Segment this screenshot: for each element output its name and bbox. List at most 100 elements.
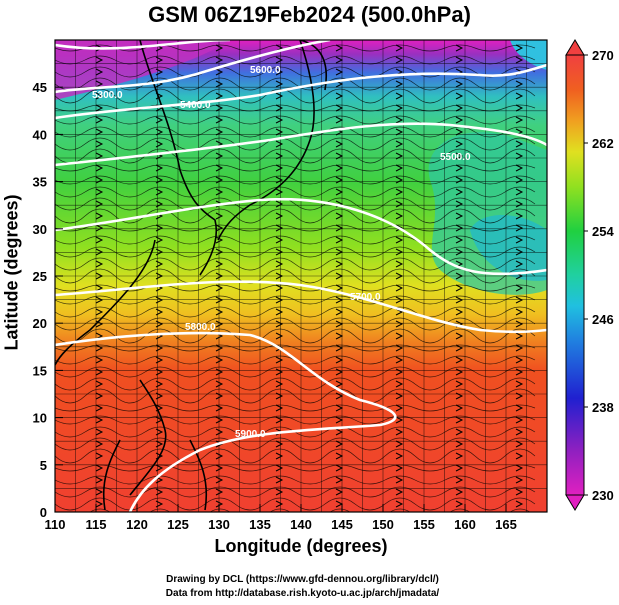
streamline — [55, 475, 536, 485]
contour-label: 5900.0 — [235, 429, 266, 440]
streamline-arrow — [155, 308, 164, 316]
streamline-arrow — [395, 344, 404, 352]
streamline-arrow — [515, 464, 524, 472]
streamline-arrow — [455, 164, 464, 172]
streamline-arrow — [395, 380, 404, 388]
streamline-arrow — [335, 140, 344, 148]
streamline-arrow — [95, 188, 104, 196]
streamline-arrow — [215, 164, 224, 172]
streamline-arrow — [335, 368, 344, 376]
y-tick-label: 10 — [33, 411, 47, 426]
streamline-arrow — [455, 44, 464, 52]
streamline-arrow — [395, 284, 404, 292]
streamline-arrow — [95, 440, 104, 448]
streamline-arrow — [275, 200, 284, 208]
streamline-arrow — [335, 224, 344, 232]
streamline-arrow — [155, 248, 164, 256]
x-tick-label: 165 — [495, 517, 517, 532]
streamline-arrow — [215, 176, 224, 184]
coast-borneo — [102, 439, 121, 511]
streamline-arrow — [395, 404, 404, 412]
contour-label: 5400.0 — [180, 100, 211, 111]
streamline-arrow — [95, 284, 104, 292]
streamline-arrow — [95, 452, 104, 460]
streamline-arrow — [455, 176, 464, 184]
streamline-arrow — [335, 344, 344, 352]
streamline-arrow — [335, 116, 344, 124]
colorbar-tick-label: 254 — [592, 224, 614, 239]
streamline — [55, 224, 536, 232]
streamline-arrow — [515, 332, 524, 340]
contour-labels: 5300.0 5400.0 5500.0 5600.0 5700.0 5800.… — [92, 65, 471, 440]
streamline-arrow — [155, 500, 164, 508]
streamline-arrow — [335, 308, 344, 316]
streamline-arrow — [455, 128, 464, 136]
streamline-arrow — [515, 428, 524, 436]
streamline-arrow — [275, 224, 284, 232]
streamline-arrow — [395, 296, 404, 304]
streamline-arrow — [515, 440, 524, 448]
streamline-arrow — [455, 380, 464, 388]
streamline-arrow — [155, 260, 164, 268]
streamline-arrow — [215, 404, 224, 412]
credit-data: Data from http://database.rish.kyoto-u.a… — [165, 588, 440, 599]
streamline-arrow — [455, 500, 464, 508]
streamline-arrow — [515, 452, 524, 460]
streamline-arrow — [455, 452, 464, 460]
x-tick-label: 115 — [86, 517, 107, 532]
colorbar-tick-label: 230 — [592, 488, 614, 503]
streamline-arrow — [515, 404, 524, 412]
streamline-arrow — [95, 488, 104, 496]
streamline — [55, 88, 536, 104]
streamline-arrow — [275, 284, 284, 292]
streamline-arrow — [215, 260, 224, 268]
streamline-arrow — [395, 272, 404, 280]
streamline-arrow — [275, 260, 284, 268]
streamline-arrow — [455, 488, 464, 496]
streamline-arrow — [275, 56, 284, 64]
y-tick-label: 15 — [33, 363, 47, 378]
streamline-arrow — [335, 236, 344, 244]
streamline-arrow — [275, 356, 284, 364]
streamline-arrow — [455, 356, 464, 364]
streamline-arrow — [335, 56, 344, 64]
streamline-arrow — [215, 428, 224, 436]
streamline-arrow — [155, 188, 164, 196]
contour-label: 5500.0 — [440, 152, 471, 163]
streamline-arrow — [275, 128, 284, 136]
coast-asia — [139, 40, 218, 276]
streamline-arrow — [275, 416, 284, 424]
streamline-arrow — [515, 176, 524, 184]
streamline-arrow — [335, 248, 344, 256]
streamline-arrow — [275, 464, 284, 472]
streamline-arrow — [395, 332, 404, 340]
x-tick-label: 145 — [331, 517, 353, 532]
streamline-arrow — [335, 488, 344, 496]
streamline-arrow — [515, 224, 524, 232]
streamline-arrow — [155, 200, 164, 208]
streamline-arrow — [155, 488, 164, 496]
x-axis-ticks: 110 115 120 125 130 135 140 145 150 155 160 165 — [45, 504, 517, 532]
streamline-arrow — [396, 513, 402, 519]
streamline-arrow — [155, 272, 164, 280]
streamline — [55, 497, 536, 511]
streamline — [55, 344, 536, 352]
streamline-arrow — [395, 188, 404, 196]
streamline-arrow — [515, 392, 524, 400]
streamline — [55, 377, 536, 391]
streamline-arrow — [395, 128, 404, 136]
streamline-arrow — [455, 344, 464, 352]
streamline-arrow — [335, 404, 344, 412]
streamline-arrow — [395, 440, 404, 448]
streamline-arrow — [215, 476, 224, 484]
streamline-arrow — [455, 200, 464, 208]
streamline-arrow — [95, 476, 104, 484]
streamline-arrow — [335, 176, 344, 184]
streamline-arrow — [395, 212, 404, 220]
x-axis-label: Longitude (degrees) — [214, 536, 388, 556]
contour-5800-line — [55, 280, 547, 334]
streamline-arrow — [155, 344, 164, 352]
streamline-arrow — [275, 80, 284, 88]
streamline-arrow — [335, 356, 344, 364]
streamline-arrow — [516, 513, 522, 519]
